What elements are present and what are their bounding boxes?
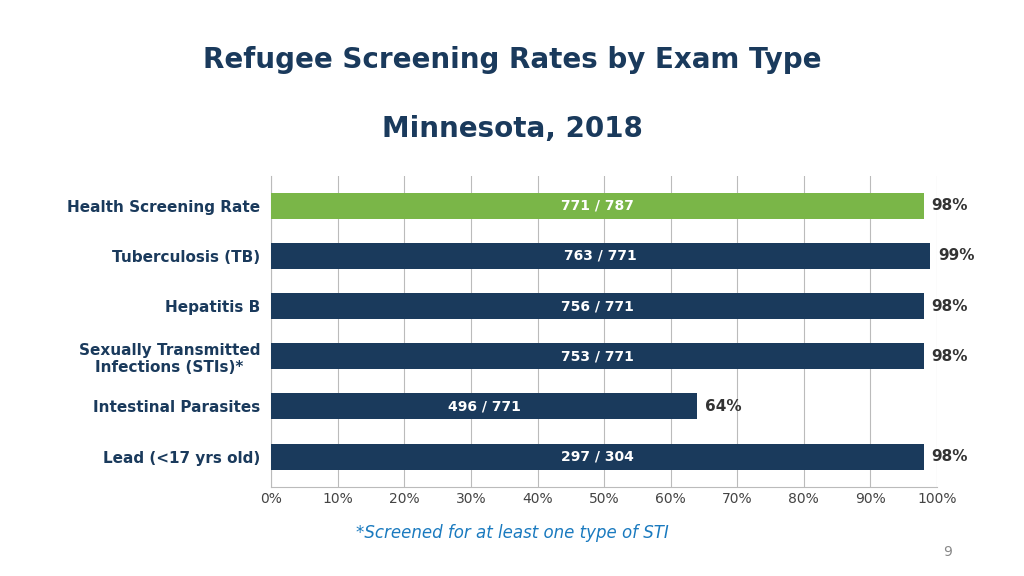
Text: 9: 9: [943, 545, 952, 559]
Text: 297 / 304: 297 / 304: [561, 450, 634, 464]
Text: 98%: 98%: [932, 198, 968, 213]
Text: 756 / 771: 756 / 771: [561, 299, 634, 313]
Text: 99%: 99%: [938, 248, 975, 263]
Text: 771 / 787: 771 / 787: [561, 199, 634, 213]
Text: 98%: 98%: [932, 349, 968, 364]
Bar: [271, 243, 930, 269]
Text: 496 / 771: 496 / 771: [447, 399, 521, 414]
Text: Minnesota, 2018: Minnesota, 2018: [382, 115, 642, 143]
Text: Refugee Screening Rates by Exam Type: Refugee Screening Rates by Exam Type: [203, 46, 821, 74]
Text: 753 / 771: 753 / 771: [561, 349, 634, 363]
Bar: [271, 193, 924, 219]
Text: *Screened for at least one type of STI: *Screened for at least one type of STI: [355, 524, 669, 542]
Bar: [271, 444, 924, 469]
Text: 763 / 771: 763 / 771: [564, 249, 637, 263]
Bar: [271, 293, 924, 319]
Text: 64%: 64%: [706, 399, 742, 414]
Bar: [271, 343, 924, 369]
Bar: [271, 393, 697, 419]
Text: 98%: 98%: [932, 298, 968, 313]
Text: 98%: 98%: [932, 449, 968, 464]
